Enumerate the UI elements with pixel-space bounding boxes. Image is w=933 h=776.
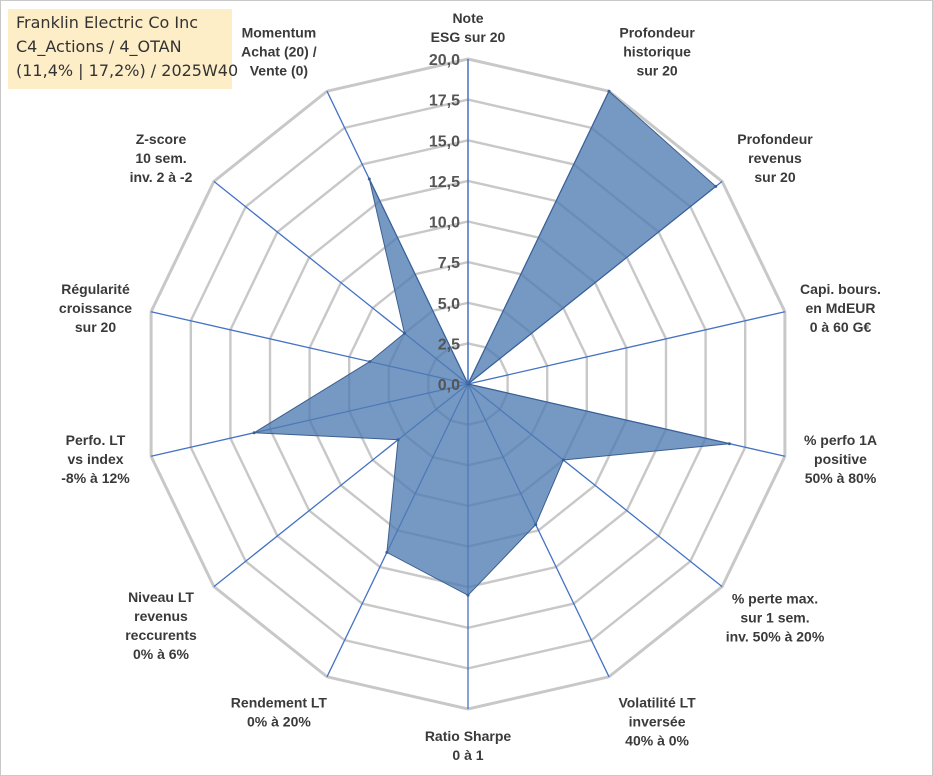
category-label: % perte max. sur 1 sem. inv. 50% à 20% — [726, 591, 825, 645]
tick-label: 15,0 — [429, 133, 460, 150]
category-label: Profondeur revenus sur 20 — [737, 131, 813, 185]
category-label: Perfo. LT vs index -8% à 12% — [61, 432, 130, 486]
data-point — [367, 177, 371, 181]
tick-label: 2,5 — [438, 336, 460, 353]
category-label: Rendement LT 0% à 20% — [231, 694, 328, 729]
tick-label: 12,5 — [429, 174, 460, 191]
category-label: Régularité croissance sur 20 — [59, 281, 132, 335]
title-line-category: C4_Actions / 4_OTAN — [16, 37, 182, 56]
radar-spoke — [467, 311, 786, 385]
title-line-stats: (11,4% | 17,2%) / 2025W40 — [16, 61, 239, 80]
category-label: Note ESG sur 20 — [431, 10, 506, 45]
data-point — [466, 593, 470, 597]
tick-label: 20,0 — [429, 52, 460, 69]
series-area — [252, 90, 730, 596]
chart-title-box: Franklin Electric Co Inc C4_Actions / 4_… — [8, 9, 239, 89]
title-line-company: Franklin Electric Co Inc — [16, 13, 199, 32]
category-label: Capi. bours. en MdEUR 0 à 60 G€ — [800, 281, 881, 335]
category-label: Ratio Sharpe 0 à 1 — [425, 728, 512, 763]
data-point — [396, 438, 400, 442]
category-label: % perfo 1A positive 50% à 80% — [804, 432, 877, 486]
category-label: Momentum Achat (20) / Vente (0) — [241, 25, 317, 79]
tick-layer: 0,0 2,5 5,0 7,5 10,0 12,5 15,0 17,5 20,0 — [429, 52, 460, 394]
category-label: Volatilité LT inversée 40% à 0% — [618, 694, 696, 748]
category-label: Niveau LT revenus reccurents 0% à 6% — [125, 589, 197, 662]
tick-label: 7,5 — [438, 255, 460, 272]
label-layer: Note ESG sur 20 Profondeur historique sur 20… — [59, 10, 881, 763]
category-label: Profondeur historique sur 20 — [619, 25, 695, 79]
tick-label: 0,0 — [438, 377, 460, 394]
data-point — [714, 184, 718, 188]
data-point — [252, 431, 256, 435]
tick-label: 5,0 — [438, 296, 460, 313]
tick-label: 10,0 — [429, 215, 460, 232]
data-point — [385, 550, 389, 554]
data-point — [534, 523, 538, 527]
data-point — [368, 360, 372, 364]
data-point — [403, 331, 406, 335]
category-label: Z-score 10 sem. inv. 2 à -2 — [130, 131, 193, 185]
data-point — [727, 442, 731, 446]
tick-label: 17,5 — [429, 93, 460, 110]
series-layer — [252, 59, 731, 597]
data-point — [561, 458, 565, 462]
data-point — [607, 89, 611, 93]
